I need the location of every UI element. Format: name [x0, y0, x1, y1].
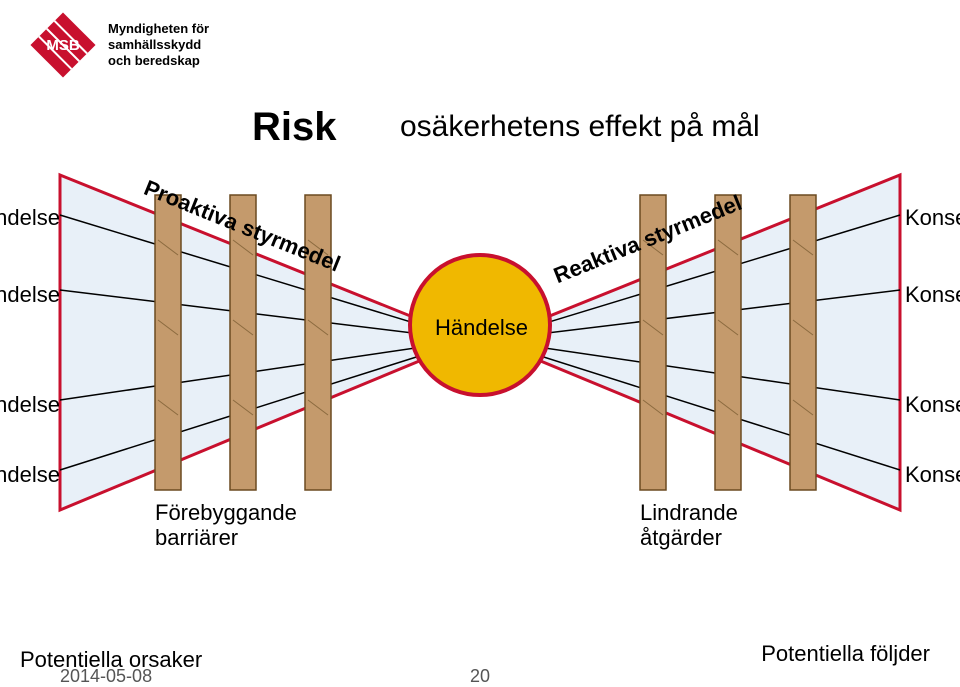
bowtie-diagram	[0, 0, 960, 687]
footer-right-label: Potentiella följder	[761, 641, 930, 667]
event-label: Händelse	[0, 205, 60, 231]
consequence-label: Konsekvens	[905, 282, 960, 308]
consequence-label: Konsekvens	[905, 462, 960, 488]
barrier	[715, 195, 741, 490]
preventive-barriers-label: Förebyggande barriärer	[155, 500, 297, 551]
mitigating-actions-label: Lindrande åtgärder	[640, 500, 738, 551]
consequence-label: Konsekvens	[905, 205, 960, 231]
slide: MSB Myndigheten för samhällsskydd och be…	[0, 0, 960, 687]
event-label: Händelse	[0, 392, 60, 418]
footer-page-number: 20	[470, 666, 490, 687]
event-label: Händelse	[0, 462, 60, 488]
center-event-label: Händelse	[435, 315, 528, 341]
event-label: Händelse	[0, 282, 60, 308]
barrier	[790, 195, 816, 490]
barrier	[155, 195, 181, 490]
footer-date: 2014-05-08	[60, 666, 152, 687]
consequence-label: Konsekvens	[905, 392, 960, 418]
